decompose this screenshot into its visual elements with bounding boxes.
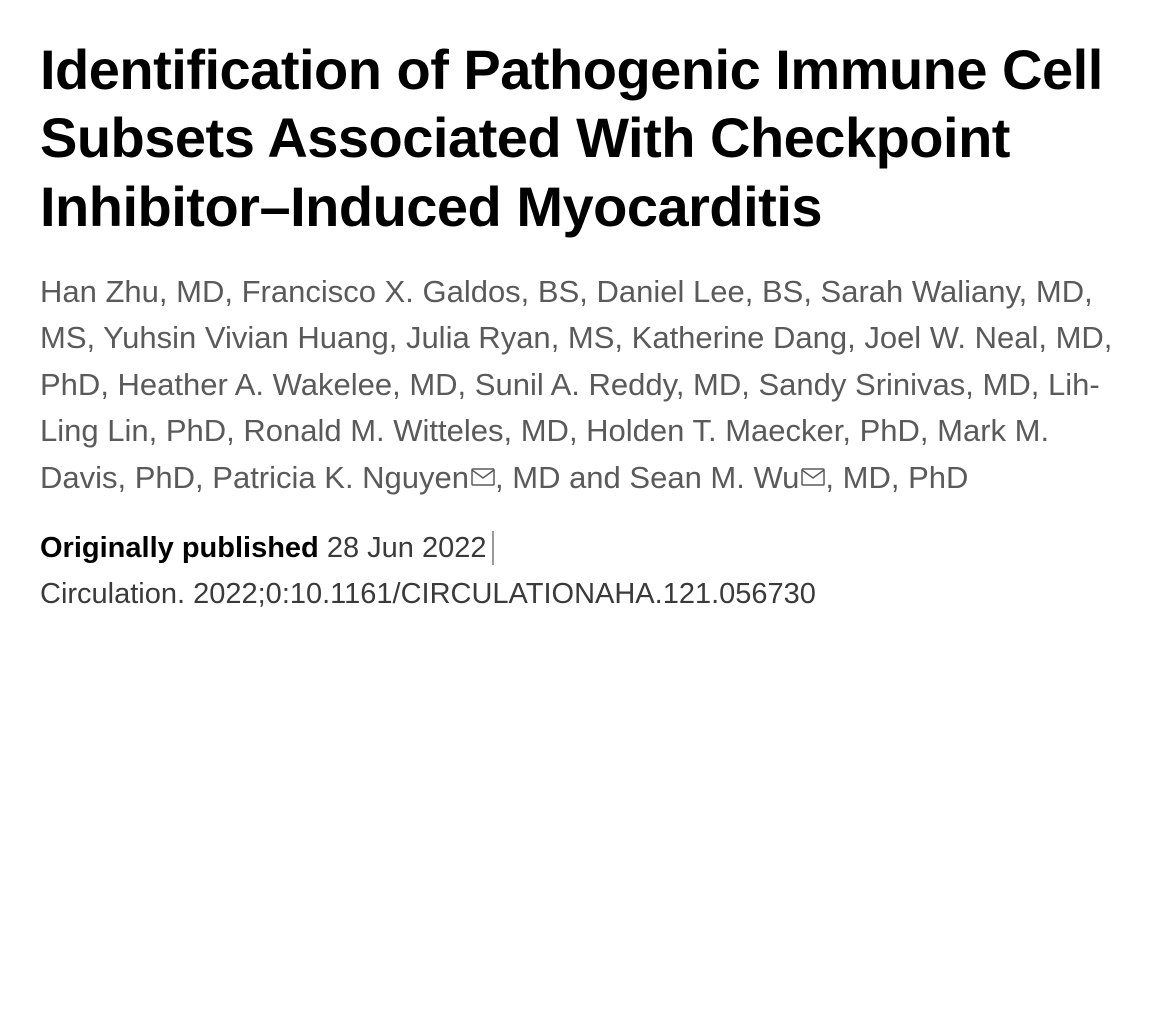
separator	[492, 531, 494, 565]
author-suffix: , MD	[495, 460, 560, 495]
publication-info: Originally published 28 Jun 2022	[40, 527, 1130, 571]
published-label: Originally published	[40, 532, 319, 564]
author[interactable]: Han Zhu, MD	[40, 274, 224, 309]
author[interactable]: Sean M. Wu	[629, 460, 799, 495]
author[interactable]: Julia Ryan	[406, 320, 551, 355]
email-icon[interactable]	[471, 453, 495, 500]
author[interactable]: Ronald M. Witteles, MD	[243, 413, 569, 448]
author[interactable]: Holden T. Maecker, PhD	[586, 413, 920, 448]
author[interactable]: Katherine Dang	[632, 320, 847, 355]
author-suffix: , MD, PhD	[825, 460, 968, 495]
author[interactable]: Yuhsin Vivian Huang	[103, 320, 389, 355]
author-suffix: , MS	[551, 320, 615, 355]
author[interactable]: Francisco X. Galdos, BS	[242, 274, 580, 309]
author[interactable]: Daniel Lee, BS	[597, 274, 804, 309]
author[interactable]: Heather A. Wakelee, MD	[118, 367, 458, 402]
author[interactable]: Patricia K. Nguyen	[212, 460, 469, 495]
citation: Circulation. 2022;0:10.1161/CIRCULATIONA…	[40, 573, 1130, 617]
article-title: Identification of Pathogenic Immune Cell…	[40, 36, 1130, 241]
author-list: Han Zhu, MD, Francisco X. Galdos, BS, Da…	[40, 269, 1130, 502]
email-icon[interactable]	[801, 453, 825, 500]
published-date: 28 Jun 2022	[327, 532, 487, 564]
author[interactable]: Sandy Srinivas, MD	[759, 367, 1031, 402]
author[interactable]: Sunil A. Reddy, MD	[475, 367, 741, 402]
